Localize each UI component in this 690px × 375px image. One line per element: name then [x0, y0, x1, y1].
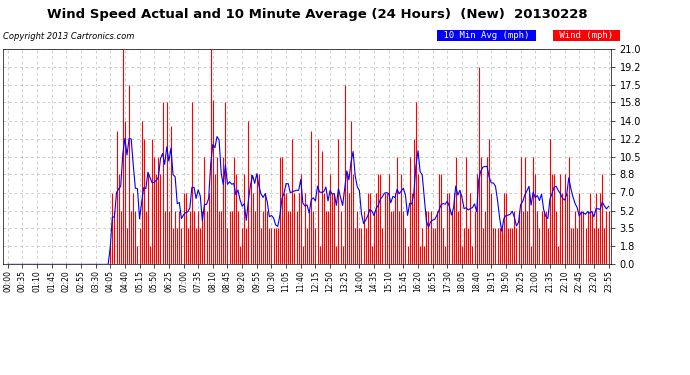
- Text: Wind (mph): Wind (mph): [554, 31, 618, 40]
- Text: 10 Min Avg (mph): 10 Min Avg (mph): [438, 31, 535, 40]
- Text: Wind Speed Actual and 10 Minute Average (24 Hours)  (New)  20130228: Wind Speed Actual and 10 Minute Average …: [47, 8, 588, 21]
- Text: Copyright 2013 Cartronics.com: Copyright 2013 Cartronics.com: [3, 32, 135, 41]
